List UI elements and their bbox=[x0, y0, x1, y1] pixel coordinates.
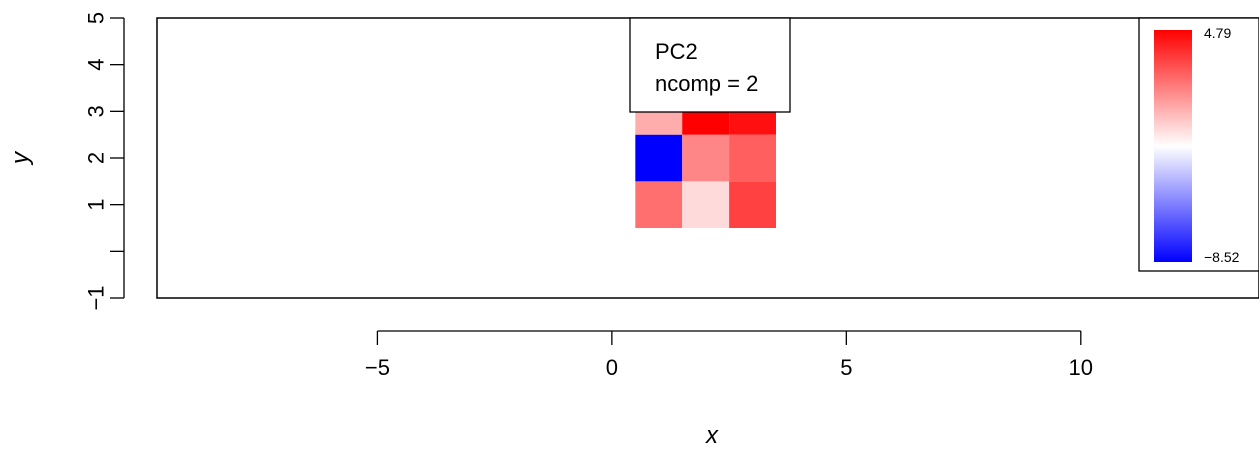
y-axis: −1 1 2 3 4 5 bbox=[84, 12, 125, 311]
y-tick-label: 5 bbox=[84, 12, 109, 24]
y-tick-label: 4 bbox=[84, 59, 109, 71]
y-tick-label: −1 bbox=[84, 285, 109, 310]
legend-line-2: ncomp = 2 bbox=[655, 71, 758, 96]
color-scale-bar bbox=[1154, 30, 1192, 262]
y-tick-label: 3 bbox=[84, 105, 109, 117]
color-scale-min-label: −8.52 bbox=[1204, 249, 1240, 265]
legend-box: PC2 ncomp = 2 bbox=[629, 17, 791, 113]
x-axis: −5 0 5 10 bbox=[365, 330, 1093, 380]
color-scale-max-label: 4.79 bbox=[1204, 25, 1231, 41]
y-tick-label: 1 bbox=[84, 199, 109, 211]
heatmap-cell-3-2 bbox=[729, 134, 776, 182]
legend-line-1: PC2 bbox=[655, 39, 698, 64]
heatmap-cell-2-2 bbox=[682, 134, 730, 182]
heatmap-cell-2-1 bbox=[682, 181, 730, 228]
x-tick-label: −5 bbox=[365, 355, 390, 380]
color-scale-legend: 4.79 −8.52 bbox=[1138, 17, 1259, 272]
y-tick-label: 2 bbox=[84, 152, 109, 164]
heatmap-cell-1-2 bbox=[635, 134, 683, 182]
heatmap-cell-3-1 bbox=[729, 181, 776, 228]
x-tick-label: 10 bbox=[1069, 355, 1093, 380]
legend-border bbox=[629, 17, 791, 113]
y-axis-title: y bbox=[7, 150, 34, 166]
x-tick-label: 5 bbox=[840, 355, 852, 380]
x-tick-label: 0 bbox=[606, 355, 618, 380]
heatmap-cell-1-1 bbox=[635, 181, 683, 228]
x-axis-title: x bbox=[705, 422, 719, 449]
